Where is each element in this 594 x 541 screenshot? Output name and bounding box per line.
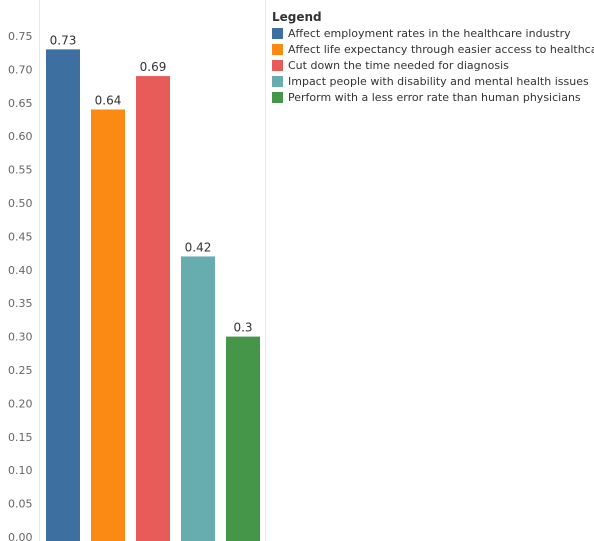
y-tick-label: 0.15 (8, 431, 33, 444)
bar[interactable] (91, 109, 125, 541)
legend-title: Legend (272, 10, 322, 24)
y-tick-label: 0.65 (8, 97, 33, 110)
legend-swatch (272, 43, 283, 55)
legend-swatch (272, 27, 283, 39)
bar-value-label: 0.73 (50, 33, 77, 47)
legend-item[interactable]: Cut down the time needed for diagnosis (272, 57, 592, 73)
y-tick-label: 0.10 (8, 464, 33, 477)
bar-value-label: 0.42 (185, 240, 212, 254)
y-tick-label: 0.50 (8, 197, 33, 210)
y-tick-label: 0.55 (8, 164, 33, 177)
bar[interactable] (136, 76, 170, 541)
bar-value-label: 0.69 (140, 60, 167, 74)
y-tick-label: 0.40 (8, 264, 33, 277)
y-tick-label: 0.20 (8, 397, 33, 410)
bar[interactable] (181, 256, 215, 541)
y-tick-label: 0.75 (8, 30, 33, 43)
legend-label: Affect employment rates in the healthcar… (288, 26, 571, 40)
y-tick-label: 0.45 (8, 230, 33, 243)
legend-label: Affect life expectancy through easier ac… (288, 42, 594, 56)
legend-item[interactable]: Perform with a less error rate than huma… (272, 89, 592, 105)
bars-group (46, 49, 260, 541)
legend-swatch (272, 75, 283, 87)
y-tick-label: 0.70 (8, 63, 33, 76)
y-tick-label: 0.35 (8, 297, 33, 310)
y-tick-label: 0.00 (8, 531, 33, 541)
legend-swatch (272, 91, 283, 103)
bar[interactable] (226, 336, 260, 541)
y-tick-label: 0.25 (8, 364, 33, 377)
legend-label: Cut down the time needed for diagnosis (288, 58, 509, 72)
bar-value-label: 0.3 (233, 321, 252, 335)
legend-items: Affect employment rates in the healthcar… (272, 25, 594, 105)
bar-value-labels: 0.73 0.64 0.69 0.42 0.3 (50, 33, 253, 334)
y-tick-label: 0.60 (8, 130, 33, 143)
legend-label: Impact people with disability and mental… (288, 74, 589, 88)
y-tick-label: 0.30 (8, 331, 33, 344)
bar[interactable] (46, 49, 80, 541)
legend-item[interactable]: Affect employment rates in the healthcar… (272, 25, 592, 41)
y-tick-label: 0.05 (8, 498, 33, 511)
legend: Legend Affect employment rates in the he… (272, 10, 594, 105)
legend-item[interactable]: Impact people with disability and mental… (272, 73, 592, 89)
legend-swatch (272, 59, 283, 71)
y-axis-ticks: 0.00 0.05 0.10 0.15 0.20 0.25 0.30 0.35 0.40 0.45… (8, 30, 33, 541)
legend-label: Perform with a less error rate than huma… (288, 90, 581, 104)
bar-value-label: 0.64 (95, 93, 122, 107)
legend-item[interactable]: Affect life expectancy through easier ac… (272, 41, 594, 57)
